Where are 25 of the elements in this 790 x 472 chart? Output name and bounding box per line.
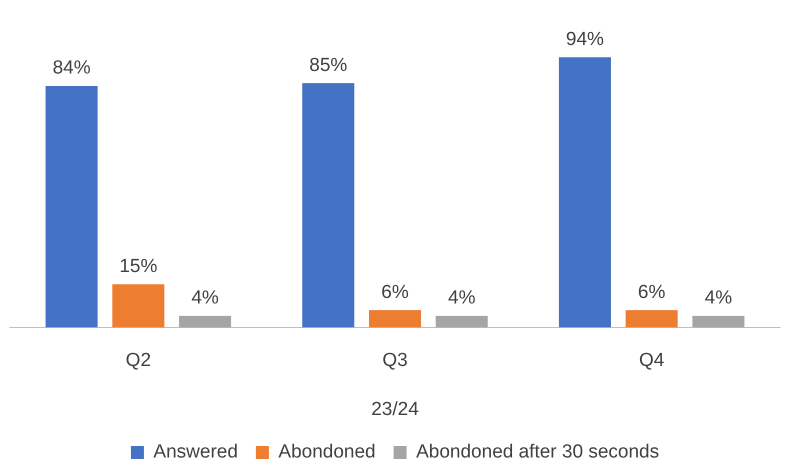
- legend-label: Abondoned: [278, 442, 376, 463]
- data-label: 4%: [704, 288, 732, 309]
- data-label: 15%: [119, 256, 158, 278]
- bar: [46, 86, 98, 328]
- bar: [368, 310, 422, 328]
- data-label: 6%: [381, 282, 409, 303]
- bar: [436, 316, 488, 328]
- data-label: 84%: [52, 58, 91, 79]
- data-label: 4%: [191, 288, 219, 309]
- bar: [302, 83, 354, 328]
- bar: [692, 316, 744, 328]
- bar: [626, 310, 678, 328]
- x-axis-title: 23/24: [371, 398, 420, 420]
- legend-label: Answered: [153, 442, 238, 463]
- data-label: 4%: [448, 288, 476, 309]
- data-label: 94%: [566, 28, 604, 50]
- legend-label: Abondoned after 30 seconds: [416, 442, 660, 463]
- bar: [112, 284, 164, 328]
- x-tick-label: Q3: [382, 350, 408, 372]
- data-label: 85%: [309, 54, 348, 76]
- x-tick-label: Q4: [638, 350, 665, 372]
- bar: [558, 57, 611, 328]
- bar: [179, 316, 232, 328]
- data-label: 6%: [638, 282, 666, 303]
- x-tick-label: Q2: [126, 350, 152, 372]
